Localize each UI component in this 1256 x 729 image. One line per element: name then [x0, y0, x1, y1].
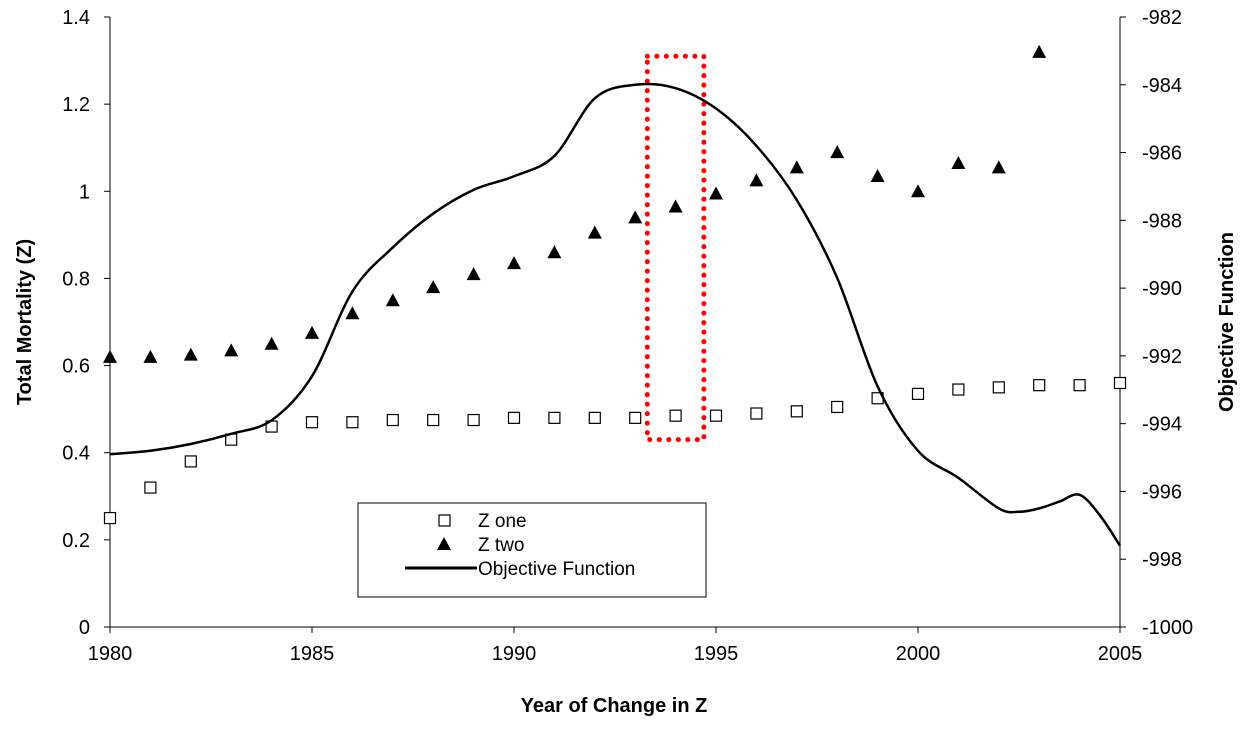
z-one-point — [588, 411, 601, 424]
y-tick-label: 1 — [79, 181, 90, 203]
z-one-point — [629, 411, 642, 424]
y-tick-label: 0 — [79, 617, 90, 639]
z-two-point — [466, 267, 481, 281]
x-tick-label: 1980 — [88, 643, 133, 665]
z-one-point — [790, 405, 803, 418]
z-two-point — [305, 325, 319, 339]
x-ticks: 1980 1985 1990 1995 2000 2005 — [88, 627, 1143, 665]
z-two-point — [911, 184, 925, 198]
z-one-point — [305, 416, 319, 429]
y-tick-label: 0.4 — [62, 443, 90, 465]
z-two-point — [870, 169, 885, 183]
z-one-point — [709, 409, 723, 422]
y-tick-label: 1.2 — [62, 94, 90, 116]
z-two-point — [426, 280, 441, 294]
y2-tick-label: -996 — [1142, 481, 1182, 503]
z-one-point — [911, 387, 925, 400]
z-two-point — [143, 349, 158, 363]
legend: Z one Z two Objective Function — [357, 502, 707, 598]
z-two-point — [547, 245, 562, 259]
series-layer — [103, 44, 1127, 547]
z-two-point — [951, 155, 966, 169]
y-axis-title: Total Mortality (Z) — [14, 239, 36, 405]
z-two-point — [264, 336, 279, 350]
highlight-dotted-rectangle — [644, 53, 707, 443]
z-one-point — [144, 481, 157, 494]
z-two-point — [628, 210, 643, 224]
z-one-point — [507, 411, 521, 424]
y2-tick-label: -990 — [1142, 278, 1182, 300]
legend-triangle-marker — [437, 537, 451, 550]
x-tick-label: 1995 — [694, 643, 739, 665]
z-one-point — [669, 409, 682, 422]
y2-tick-label: -994 — [1142, 414, 1182, 436]
legend-box — [357, 502, 707, 598]
z-two-point — [991, 160, 1006, 174]
z-two-point — [385, 293, 400, 307]
z-two-point — [103, 349, 117, 363]
y2-tick-label: -1000 — [1142, 617, 1193, 639]
z-two-point — [587, 225, 602, 239]
z-one-point — [548, 411, 561, 424]
x-tick-label: 2000 — [896, 643, 941, 665]
z-one-point — [1033, 379, 1046, 392]
z-one-point — [1113, 376, 1127, 390]
y2-tick-label: -992 — [1142, 346, 1182, 368]
x-tick-label: 2005 — [1098, 643, 1143, 665]
z-one-point — [427, 413, 440, 427]
y-tick-label: 0.2 — [62, 530, 90, 552]
z-two-point — [345, 306, 360, 320]
z-two-point — [1032, 44, 1047, 58]
y-tick-label: 1.4 — [62, 7, 90, 29]
z-one-point — [467, 413, 480, 427]
axes — [109, 17, 1121, 628]
y2-axis-title: Objective Function — [1216, 232, 1238, 412]
z-one-point — [992, 381, 1005, 394]
z-one-point — [103, 511, 117, 525]
y2-tick-label: -988 — [1142, 210, 1182, 232]
z-two-point — [830, 145, 845, 159]
z-one-point — [346, 416, 359, 429]
z-two-point — [668, 199, 683, 213]
x-axis-title: Year of Change in Z — [521, 695, 708, 717]
y2-tick-label: -998 — [1142, 549, 1182, 571]
x-tick-label: 1985 — [290, 643, 335, 665]
z-two-point — [507, 256, 521, 270]
objective-function-line — [109, 82, 1122, 547]
z-two-point — [183, 347, 198, 361]
y-ticks: 0 0.2 0.4 0.6 0.8 1 1.2 1.4 — [62, 7, 110, 639]
x-tick-label: 1990 — [492, 643, 537, 665]
z-two-point — [789, 160, 804, 174]
y2-tick-label: -984 — [1142, 75, 1182, 97]
legend-label-z-two: Z two — [478, 535, 524, 556]
z-one-point — [386, 413, 399, 427]
z-one-point — [952, 383, 965, 396]
legend-square-marker — [438, 514, 451, 527]
z-one-point — [750, 407, 763, 420]
legend-label-objective: Objective Function — [478, 559, 635, 580]
z-two-point — [749, 173, 764, 187]
y2-tick-label: -986 — [1142, 143, 1182, 165]
z-one-point — [1073, 379, 1086, 392]
y2-tick-label: -982 — [1142, 7, 1182, 29]
y-tick-label: 0.6 — [62, 356, 90, 378]
legend-label-z-one: Z one — [478, 511, 527, 532]
annotation-layer — [644, 53, 707, 443]
z-one-point — [831, 400, 844, 414]
y2-ticks: -1000 -998 -996 -994 -992 -990 -988 -986 -984 -98… — [1120, 7, 1193, 639]
z-one-point — [184, 455, 197, 468]
z-two-point — [709, 186, 723, 200]
y-tick-label: 0.8 — [62, 268, 90, 290]
z-two-point — [224, 343, 239, 357]
